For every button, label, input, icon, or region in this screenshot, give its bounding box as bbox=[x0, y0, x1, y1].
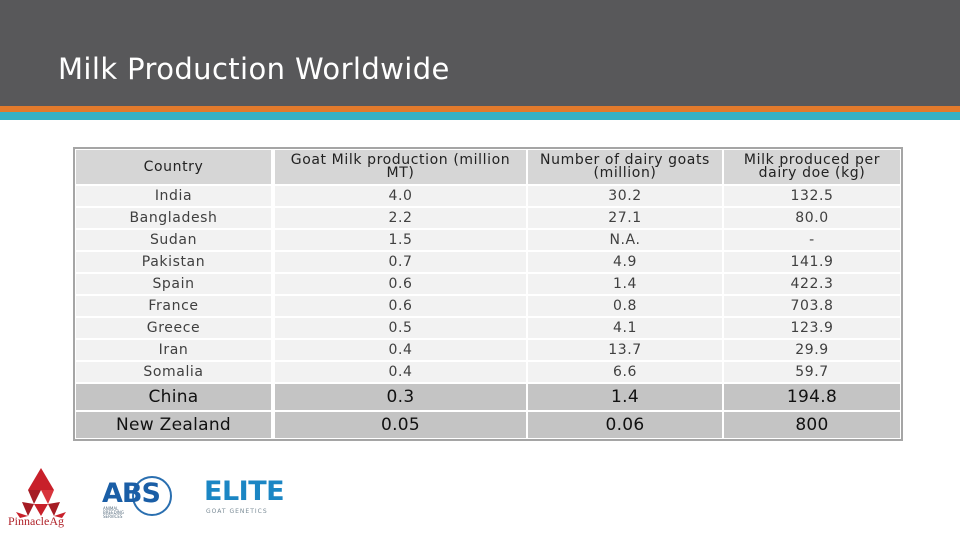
cell-country: China bbox=[74, 382, 275, 412]
cell-goats: 4.1 bbox=[526, 316, 724, 340]
abs-logo-icon bbox=[132, 476, 172, 516]
table-row-highlighted: China 0.3 1.4 194.8 bbox=[74, 382, 902, 412]
cell-country: Pakistan bbox=[74, 250, 275, 274]
cell-goats: 13.7 bbox=[526, 338, 724, 362]
teal-stripe bbox=[0, 112, 960, 120]
cell-goats: N.A. bbox=[526, 228, 724, 252]
header-per-doe: Milk produced per dairy doe (kg) bbox=[722, 148, 902, 186]
cell-country: Bangladesh bbox=[74, 206, 275, 230]
cell-per-doe: 194.8 bbox=[722, 382, 902, 412]
table-row: India 4.0 30.2 132.5 bbox=[74, 184, 902, 208]
pinnacle-logo-text: PinnacleAg bbox=[8, 514, 64, 528]
cell-country: Greece bbox=[74, 316, 275, 340]
cell-production: 0.4 bbox=[272, 338, 528, 362]
cell-goats: 1.4 bbox=[526, 272, 724, 296]
cell-per-doe: 703.8 bbox=[722, 294, 902, 318]
table-row: Spain 0.6 1.4 422.3 bbox=[74, 272, 902, 296]
cell-per-doe: 800 bbox=[722, 410, 902, 440]
table-row-highlighted: New Zealand 0.05 0.06 800 bbox=[74, 410, 902, 440]
table-row: Sudan 1.5 N.A. - bbox=[74, 228, 902, 252]
cell-per-doe: 141.9 bbox=[722, 250, 902, 274]
cell-country: Iran bbox=[74, 338, 275, 362]
abs-logo-subtitle: ANIMAL BREEDING SERVICES bbox=[103, 506, 124, 519]
cell-goats: 1.4 bbox=[526, 382, 724, 412]
cell-production: 0.4 bbox=[272, 360, 528, 384]
cell-production: 0.05 bbox=[272, 410, 528, 440]
cell-per-doe: 123.9 bbox=[722, 316, 902, 340]
cell-per-doe: 80.0 bbox=[722, 206, 902, 230]
milk-production-table: Country Goat Milk production (million MT… bbox=[73, 147, 903, 441]
cell-goats: 30.2 bbox=[526, 184, 724, 208]
abs-logo-text: ABS bbox=[102, 478, 161, 509]
header-country: Country bbox=[74, 148, 275, 186]
slide-title: Milk Production Worldwide bbox=[58, 52, 450, 86]
header-goats: Number of dairy goats (million) bbox=[526, 148, 724, 186]
cell-production: 2.2 bbox=[272, 206, 528, 230]
cell-goats: 4.9 bbox=[526, 250, 724, 274]
table-row: Somalia 0.4 6.6 59.7 bbox=[74, 360, 902, 384]
table-header-row: Country Goat Milk production (million MT… bbox=[74, 148, 902, 186]
table-row: Greece 0.5 4.1 123.9 bbox=[74, 316, 902, 340]
cell-goats: 27.1 bbox=[526, 206, 724, 230]
cell-per-doe: 132.5 bbox=[722, 184, 902, 208]
cell-production: 0.6 bbox=[272, 294, 528, 318]
cell-per-doe: 422.3 bbox=[722, 272, 902, 296]
cell-per-doe: 29.9 bbox=[722, 338, 902, 362]
elite-logo-text: ELITE bbox=[204, 476, 285, 507]
table-row: Iran 0.4 13.7 29.9 bbox=[74, 338, 902, 362]
cell-per-doe: 59.7 bbox=[722, 360, 902, 384]
cell-country: Sudan bbox=[74, 228, 275, 252]
cell-production: 4.0 bbox=[272, 184, 528, 208]
title-banner bbox=[0, 0, 960, 106]
cell-production: 1.5 bbox=[272, 228, 528, 252]
cell-production: 0.3 bbox=[272, 382, 528, 412]
cell-country: New Zealand bbox=[74, 410, 275, 440]
cell-per-doe: - bbox=[722, 228, 902, 252]
table-row: Bangladesh 2.2 27.1 80.0 bbox=[74, 206, 902, 230]
cell-country: France bbox=[74, 294, 275, 318]
orange-stripe bbox=[0, 106, 960, 112]
cell-production: 0.6 bbox=[272, 272, 528, 296]
elite-logo-subtitle: GOAT GENETICS bbox=[206, 508, 268, 515]
table-row: Pakistan 0.7 4.9 141.9 bbox=[74, 250, 902, 274]
header-production: Goat Milk production (million MT) bbox=[272, 148, 528, 186]
cell-country: Somalia bbox=[74, 360, 275, 384]
cell-country: Spain bbox=[74, 272, 275, 296]
cell-goats: 0.8 bbox=[526, 294, 724, 318]
cell-goats: 6.6 bbox=[526, 360, 724, 384]
cell-country: India bbox=[74, 184, 275, 208]
pinnacle-logo-icon bbox=[16, 468, 66, 518]
table-row: France 0.6 0.8 703.8 bbox=[74, 294, 902, 318]
cell-production: 0.5 bbox=[272, 316, 528, 340]
cell-goats: 0.06 bbox=[526, 410, 724, 440]
cell-production: 0.7 bbox=[272, 250, 528, 274]
